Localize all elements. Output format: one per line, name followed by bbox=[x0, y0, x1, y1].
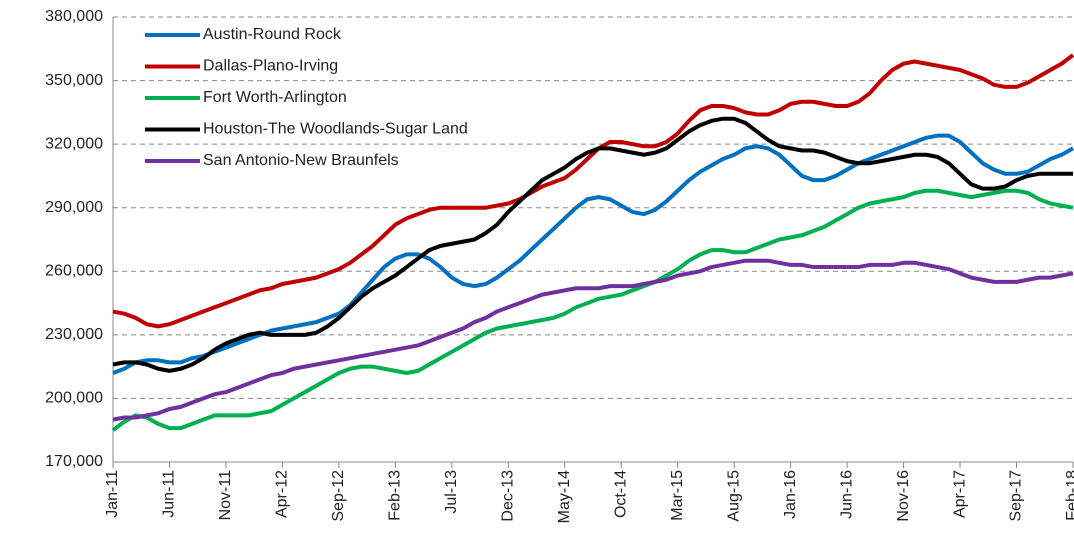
x-tick-label: Jan-11 bbox=[104, 470, 121, 518]
y-tick-label: 380,000 bbox=[45, 8, 103, 25]
y-tick-label: 170,000 bbox=[45, 453, 103, 470]
legend-label: Dallas-Plano-Irving bbox=[203, 58, 338, 75]
y-tick-label: 230,000 bbox=[45, 326, 103, 343]
x-tick-label: May-14 bbox=[556, 470, 573, 523]
legend-label: Houston-The Woodlands-Sugar Land bbox=[203, 121, 468, 138]
x-tick-label: Feb-18 bbox=[1064, 470, 1074, 521]
legend-label: Austin-Round Rock bbox=[203, 26, 342, 43]
y-tick-label: 320,000 bbox=[45, 135, 103, 152]
x-tick-label: Feb-13 bbox=[387, 470, 404, 521]
x-tick-label: Mar-15 bbox=[669, 470, 686, 521]
x-tick-label: Apr-12 bbox=[274, 470, 291, 518]
series-line bbox=[111, 188, 1074, 432]
x-tick-label: Jun-11 bbox=[161, 470, 178, 518]
x-tick-label: Oct-14 bbox=[612, 470, 629, 518]
y-tick-label: 350,000 bbox=[45, 72, 103, 89]
legend-label: San Antonio-New Braunfels bbox=[203, 152, 399, 169]
x-tick-label: Nov-16 bbox=[895, 470, 912, 522]
x-tick-label: Aug-15 bbox=[725, 470, 742, 522]
y-tick-label: 260,000 bbox=[45, 263, 103, 280]
series-line bbox=[112, 258, 1074, 422]
x-tick-label: Sep-17 bbox=[1008, 470, 1025, 522]
x-tick-label: Apr-17 bbox=[951, 470, 968, 518]
y-tick-label: 200,000 bbox=[45, 390, 103, 407]
y-tick-label: 290,000 bbox=[45, 199, 103, 216]
series-line bbox=[112, 53, 1074, 329]
x-tick-label: Jan-16 bbox=[782, 470, 799, 519]
x-tick-label: Jun-16 bbox=[838, 470, 855, 519]
x-tick-label: Nov-11 bbox=[217, 470, 234, 520]
x-tick-label: Jul-13 bbox=[443, 470, 460, 514]
x-tick-label: Sep-12 bbox=[330, 470, 347, 522]
x-tick-label: Dec-13 bbox=[500, 470, 517, 522]
series-line bbox=[112, 116, 1073, 373]
legend-label: Fort Worth-Arlington bbox=[203, 89, 347, 106]
series-line bbox=[112, 133, 1074, 375]
